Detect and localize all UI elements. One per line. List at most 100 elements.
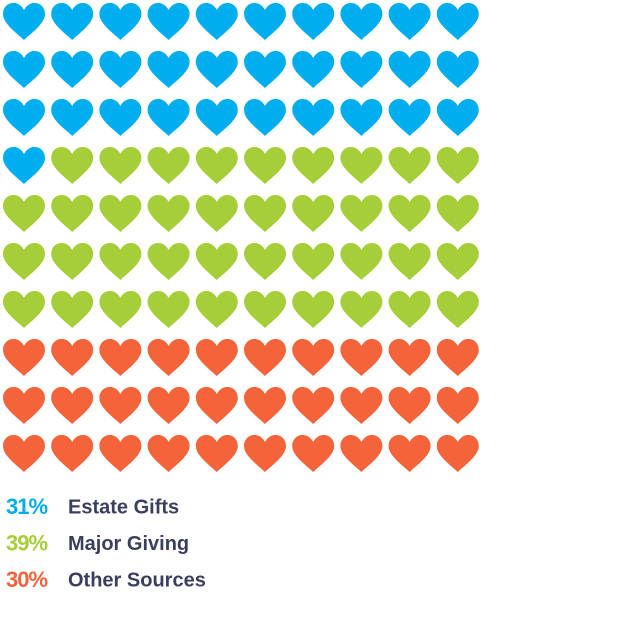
heart [99,3,142,40]
heart [99,99,142,136]
heart [292,435,335,472]
heart [340,99,383,136]
heart [388,387,431,424]
heart [99,51,142,88]
heart [51,435,94,472]
heart [99,339,142,376]
heart [340,51,383,88]
heart [340,339,383,376]
heart [436,99,479,136]
heart [195,3,238,40]
heart [147,435,190,472]
heart [51,99,94,136]
heart [51,291,94,328]
heart [51,387,94,424]
heart [147,99,190,136]
heart [340,435,383,472]
heart [3,243,45,280]
heart [147,243,190,280]
heart [388,3,431,40]
heart [195,51,238,88]
heart [99,435,142,472]
heart [292,291,335,328]
heart [292,195,335,232]
heart [340,3,383,40]
heart [244,51,286,88]
heart [436,435,479,472]
legend-value: 30% [6,567,47,592]
heart [99,147,142,184]
heart [3,147,45,184]
heart [388,291,431,328]
legend-value: 31% [6,494,47,519]
heart [99,291,142,328]
heart [340,243,383,280]
heart [292,147,335,184]
heart [147,3,190,40]
heart [292,51,335,88]
heart [51,3,94,40]
legend-value: 39% [6,530,47,555]
heart [3,291,45,328]
heart [436,147,479,184]
heart [436,243,479,280]
heart [388,435,431,472]
heart [244,3,286,40]
heart [147,291,190,328]
heart [195,99,238,136]
heart [244,243,286,280]
heart [3,3,45,40]
heart [99,387,142,424]
heart [3,339,45,376]
heart [244,195,286,232]
heart [195,243,238,280]
heart [292,243,335,280]
heart [292,387,335,424]
heart [244,99,286,136]
heart [436,291,479,328]
heart [436,387,479,424]
heart [244,435,286,472]
heart [195,195,238,232]
heart [51,243,94,280]
heart [99,243,142,280]
heart [388,339,431,376]
heart [436,195,479,232]
heart [51,51,94,88]
heart [340,387,383,424]
heart [147,147,190,184]
heart [292,99,335,136]
heart [388,195,431,232]
heart [292,339,335,376]
heart [147,51,190,88]
heart [195,291,238,328]
heart [436,339,479,376]
heart [244,339,286,376]
heart [147,387,190,424]
heart [244,147,286,184]
heart [195,147,238,184]
heart [3,435,45,472]
heart [340,195,383,232]
heart [51,195,94,232]
heart [292,3,335,40]
heart [195,387,238,424]
heart [436,3,479,40]
heart [147,339,190,376]
heart [388,243,431,280]
heart [340,291,383,328]
heart [3,387,45,424]
heart [147,195,190,232]
legend-label: Estate Gifts [68,496,179,518]
heart [340,147,383,184]
heart [388,147,431,184]
heart [388,99,431,136]
heart [3,195,45,232]
heart [244,291,286,328]
heart [99,195,142,232]
heart [51,147,94,184]
legend-label: Major Giving [68,533,189,555]
heart [195,435,238,472]
